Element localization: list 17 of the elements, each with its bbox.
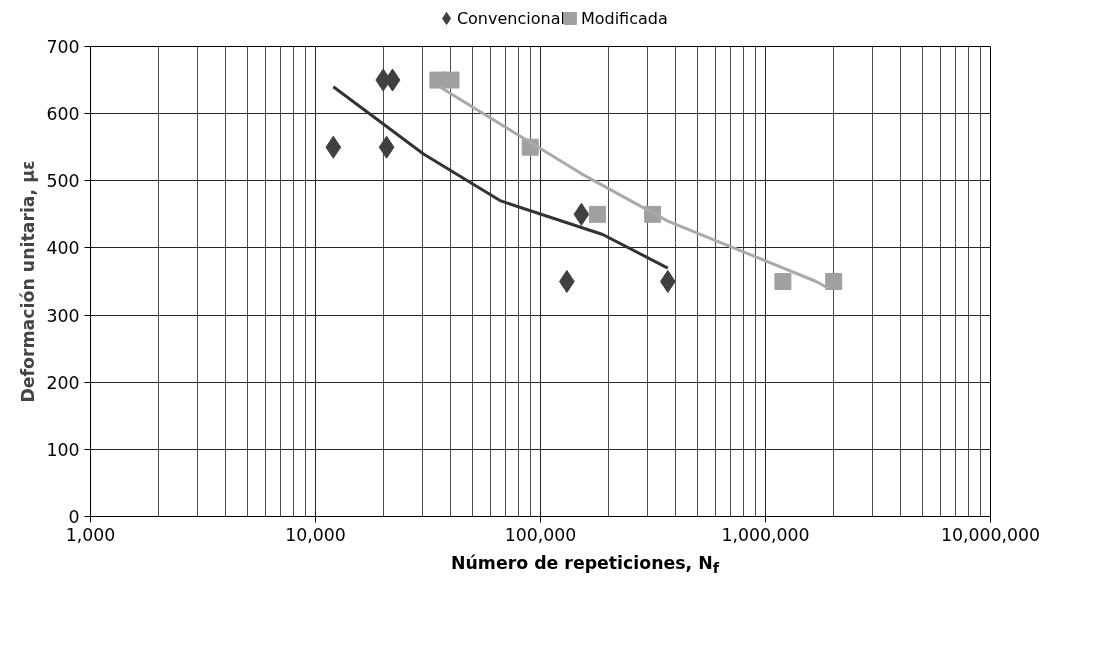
y-tick-label: 500 xyxy=(46,171,80,192)
legend-label: Modificada xyxy=(580,9,668,28)
y-axis-title: Deformación unitaria, με xyxy=(18,160,39,403)
x-tick-label: 10,000 xyxy=(285,524,346,545)
y-tick-label: 400 xyxy=(46,238,80,259)
x-tick-label: 1,000,000 xyxy=(721,524,810,545)
x-tick-label: 1,000 xyxy=(65,524,116,545)
x-tick-label: 100,000 xyxy=(504,524,577,545)
x-tick-label: 10,000,000 xyxy=(940,524,1041,545)
y-tick-label: 300 xyxy=(46,305,80,326)
y-tick-label: 100 xyxy=(46,439,80,460)
legend-label: Convencional xyxy=(456,9,565,28)
x-axis-title: Número de repeticiones, N$_{f}$ xyxy=(451,552,719,579)
y-tick-label: 200 xyxy=(46,372,80,393)
y-tick-label: 700 xyxy=(46,37,80,57)
y-tick-label: 600 xyxy=(46,104,80,125)
y-tick-label: 0 xyxy=(68,507,80,527)
